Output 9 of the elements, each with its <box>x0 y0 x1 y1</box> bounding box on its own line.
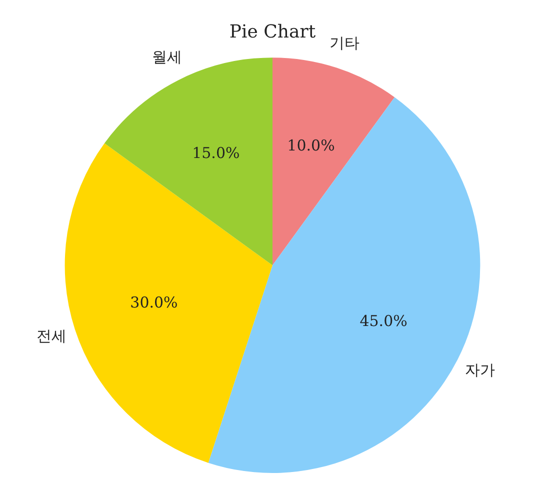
data-label: 30.0% <box>130 294 178 312</box>
chart-title: Pie Chart <box>229 21 316 42</box>
data-label: 45.0% <box>360 312 408 330</box>
data-label: 10.0% <box>287 136 335 155</box>
slice-label: 전세 <box>36 327 66 346</box>
slice-label: 자가 <box>464 360 495 379</box>
slice-label: 기타 <box>329 34 360 52</box>
data-label: 15.0% <box>192 144 240 162</box>
slice-label: 월세 <box>152 48 182 66</box>
